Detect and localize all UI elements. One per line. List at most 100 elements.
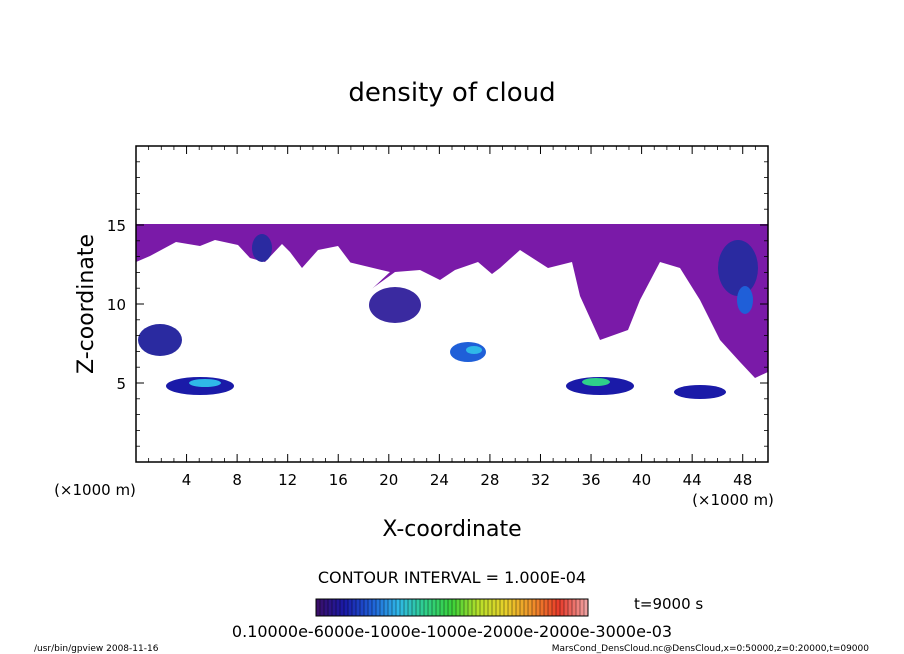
colorbar-cell: [540, 599, 545, 616]
cloud-gap-4: [455, 280, 520, 320]
colorbar-cell: [408, 599, 413, 616]
colorbar-cell: [344, 599, 349, 616]
x-tick-label: 20: [379, 471, 398, 489]
colorbar-cell: [352, 599, 357, 616]
footer-left: /usr/bin/gpview 2008-11-16: [34, 644, 159, 654]
colorbar-cell: [388, 599, 393, 616]
cloud-core-9: [674, 385, 726, 399]
colorbar-cell: [320, 599, 325, 616]
colorbar-cell: [372, 599, 377, 616]
colorbar-cell: [420, 599, 425, 616]
colorbar-cell: [504, 599, 509, 616]
y-tick-label: 15: [107, 217, 126, 235]
colorbar-cell: [448, 599, 453, 616]
time-label: t=9000 s: [634, 595, 703, 613]
colorbar-cell: [468, 599, 473, 616]
colorbar-cell: [528, 599, 533, 616]
x-tick-label: 28: [480, 471, 499, 489]
colorbar-cell: [460, 599, 465, 616]
cloud-core-2: [189, 379, 221, 387]
cloud-core-11: [737, 286, 753, 314]
colorbar-cell: [584, 599, 589, 616]
cloud-core-8: [582, 378, 610, 386]
plot-area: [135, 145, 769, 463]
colorbar-cell: [576, 599, 581, 616]
colorbar-cell: [424, 599, 429, 616]
colorbar-cell: [520, 599, 525, 616]
y-unit-label: (×1000 m): [54, 481, 136, 499]
x-tick-label: 8: [232, 471, 242, 489]
colorbar-cell: [476, 599, 481, 616]
chart-title: density of cloud: [348, 78, 555, 108]
x-unit-label: (×1000 m): [692, 491, 774, 509]
colorbar-cell: [364, 599, 369, 616]
colorbar-cell: [568, 599, 573, 616]
y-axis-label: Z-coordinate: [74, 234, 99, 374]
colorbar-cell: [328, 599, 333, 616]
cloud-core-4: [369, 287, 421, 323]
colorbar-cell: [400, 599, 405, 616]
colorbar-cell: [488, 599, 493, 616]
colorbar-cell: [404, 599, 409, 616]
colorbar-cell: [544, 599, 549, 616]
colorbar-cell: [572, 599, 577, 616]
plot-background: [136, 146, 768, 462]
colorbar-cell: [380, 599, 385, 616]
cloud-core-6: [466, 346, 482, 354]
colorbar-cell: [532, 599, 537, 616]
colorbar-cell: [500, 599, 505, 616]
x-tick-label: 24: [430, 471, 449, 489]
colorbar-cell: [496, 599, 501, 616]
colorbar-cell: [416, 599, 421, 616]
x-tick-label: 48: [733, 471, 752, 489]
colorbar-cell: [360, 599, 365, 616]
x-tick-label: 36: [581, 471, 600, 489]
colorbar-cell: [336, 599, 341, 616]
colorbar-cell: [564, 599, 569, 616]
cloud-core-12: [138, 324, 182, 356]
x-tick-label: 16: [329, 471, 348, 489]
colorbar-cell: [516, 599, 521, 616]
cloud-gap-8: [600, 336, 690, 378]
cloud-gap-5: [200, 320, 280, 356]
x-tick-label: 40: [632, 471, 651, 489]
x-tick-label: 32: [531, 471, 550, 489]
colorbar-cell: [512, 599, 517, 616]
footer-right: MarsCond_DensCloud.nc@DensCloud,x=0:5000…: [552, 644, 869, 654]
colorbar-cell: [432, 599, 437, 616]
colorbar-frame: [315, 598, 589, 617]
cloud-gap-3: [335, 260, 390, 300]
colorbar-cell: [444, 599, 449, 616]
cloud-gap-1: [140, 248, 236, 304]
colorbar-cell: [356, 599, 361, 616]
x-axis-label: X-coordinate: [382, 517, 521, 542]
colorbar-cell: [452, 599, 457, 616]
colorbar-cell: [484, 599, 489, 616]
x-tick-label: 12: [278, 471, 297, 489]
colorbar-cell: [332, 599, 337, 616]
colorbar-cell: [548, 599, 553, 616]
colorbar-cell: [492, 599, 497, 616]
colorbar-cell: [556, 599, 561, 616]
y-tick-label: 10: [107, 296, 126, 314]
y-tick-labels: 5 10 15: [107, 217, 126, 393]
cloud-gap-2: [254, 252, 300, 300]
density-field: [136, 224, 768, 399]
x-tick-label: 44: [683, 471, 702, 489]
colorbar-cell: [580, 599, 585, 616]
colorbar-cell: [428, 599, 433, 616]
colorbar-cell: [368, 599, 373, 616]
cloud-gap-6: [300, 296, 346, 334]
y-tick-label: 5: [116, 375, 126, 393]
colorbar-cell: [376, 599, 381, 616]
cloud-core-3: [252, 234, 272, 262]
x-tick-label: 4: [182, 471, 192, 489]
contour-interval-label: CONTOUR INTERVAL = 1.000E-04: [318, 568, 586, 587]
colorbar-cell: [396, 599, 401, 616]
colorbar-cell: [456, 599, 461, 616]
x-tick-labels: 4 8 12 16 20 24 28 32 36 40 44 48: [182, 471, 752, 489]
cloud-gap-7: [520, 326, 590, 372]
colorbar-cell: [340, 599, 345, 616]
colorbar-cell: [316, 599, 321, 616]
colorbar-cell: [324, 599, 329, 616]
